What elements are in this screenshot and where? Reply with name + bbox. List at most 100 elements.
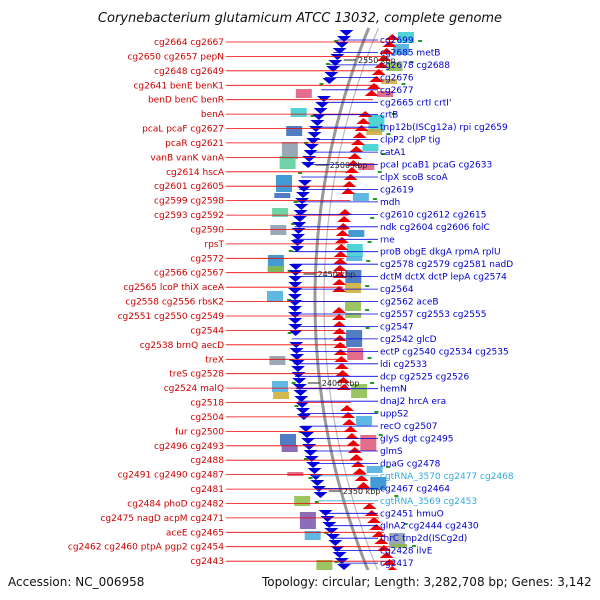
- feature-band: [366, 466, 383, 473]
- forward-gene-arrow: [334, 42, 349, 48]
- right-gene-label: cg2547: [380, 323, 414, 333]
- reverse-gene-arrow: [354, 125, 369, 131]
- feature-marker: [366, 260, 371, 262]
- forward-gene-arrow: [339, 30, 354, 36]
- reverse-gene-arrow: [338, 209, 352, 215]
- forward-gene-arrow: [288, 300, 302, 306]
- feature-band: [345, 283, 362, 293]
- left-gene-label: cg2650 cg2657 pepN: [127, 52, 224, 62]
- left-gene-label: cg2648 cg2649: [154, 67, 224, 77]
- feature-marker: [391, 113, 396, 115]
- reverse-gene-arrow: [334, 237, 349, 243]
- feature-marker: [370, 382, 375, 384]
- forward-gene-arrow: [290, 246, 304, 252]
- forward-gene-arrow: [292, 222, 307, 228]
- feature-marker: [386, 466, 391, 468]
- feature-band: [352, 193, 369, 201]
- feature-band: [381, 79, 398, 84]
- left-gene-label: cg2496 cg2493: [154, 442, 224, 452]
- feature-marker: [367, 357, 372, 359]
- feature-marker: [308, 477, 313, 479]
- reverse-gene-arrow: [352, 132, 367, 138]
- right-gene-label: cg2665 crtI crtI': [380, 98, 451, 108]
- feature-band: [274, 193, 291, 198]
- right-gene-label: recO cg2507: [380, 422, 438, 432]
- feature-band: [267, 266, 284, 272]
- right-gene-label: ldi cg2533: [380, 360, 427, 370]
- feature-marker: [374, 411, 379, 413]
- reverse-gene-arrow: [349, 454, 364, 460]
- reverse-gene-arrow: [332, 307, 346, 313]
- right-gene-label: cg2564: [380, 285, 414, 295]
- left-gene-label: cg2475 nagD acpM cg2471: [100, 514, 224, 524]
- reverse-gene-arrow: [342, 419, 357, 425]
- forward-gene-arrow: [310, 480, 325, 486]
- reverse-gene-arrow: [374, 538, 389, 544]
- reverse-gene-arrow: [343, 426, 358, 432]
- forward-gene-arrow: [322, 78, 337, 84]
- forward-gene-arrow: [313, 108, 328, 114]
- left-gene-label: cg2601 cg2605: [154, 182, 224, 192]
- topology-summary: Topology: circular; Length: 3,282,708 bp…: [261, 575, 592, 589]
- forward-gene-arrow: [302, 156, 317, 162]
- feature-band: [362, 144, 379, 151]
- right-gene-label: cg2610 cg2612 cg2615: [380, 210, 486, 220]
- forward-gene-arrow: [288, 264, 303, 270]
- reverse-gene-arrow: [351, 139, 365, 145]
- forward-gene-arrow: [324, 72, 339, 78]
- reverse-gene-arrow: [342, 181, 357, 187]
- feature-marker: [325, 63, 330, 65]
- feature-band: [368, 115, 385, 132]
- feature-band: [346, 256, 363, 261]
- feature-band: [281, 445, 298, 452]
- scale-tick-label: 2450 kbp: [318, 270, 356, 279]
- forward-gene-arrow: [306, 462, 321, 468]
- forward-gene-arrow: [310, 120, 325, 126]
- feature-band: [355, 416, 372, 426]
- left-gene-label: cg2566 cg2567: [154, 269, 224, 279]
- right-gene-label: cg2676: [380, 73, 414, 83]
- right-gene-label: cg2562 aceB: [380, 298, 439, 308]
- forward-gene-arrow: [307, 132, 322, 138]
- scale-tick-label: 2350 kbp: [343, 487, 381, 496]
- right-gene-label: cg2417: [380, 559, 414, 569]
- forward-gene-arrow: [304, 144, 319, 150]
- right-gene-label: mdh: [380, 198, 400, 208]
- left-gene-label: benA: [201, 110, 225, 120]
- reverse-gene-arrow: [371, 69, 386, 75]
- reverse-gene-arrow: [335, 370, 350, 376]
- right-gene-label: cg2451 hmuO: [380, 509, 444, 519]
- reverse-gene-arrow: [379, 48, 394, 54]
- scale-tick-label: 2500 kbp: [330, 161, 368, 170]
- right-gene-label: dnaG cg2478: [380, 460, 441, 470]
- right-gene-label: hemN: [380, 385, 407, 395]
- feature-marker: [378, 434, 383, 436]
- forward-gene-arrow: [301, 438, 316, 444]
- feature-marker: [334, 40, 339, 42]
- left-gene-label: benD benC benR: [148, 96, 224, 106]
- feature-band: [345, 313, 362, 318]
- forward-gene-arrow: [332, 48, 347, 54]
- forward-gene-arrow: [296, 408, 310, 414]
- feature-marker: [367, 241, 372, 243]
- reverse-gene-arrow: [344, 433, 359, 439]
- feature-marker: [418, 40, 423, 42]
- forward-gene-arrow: [288, 312, 303, 318]
- left-gene-label: treX: [205, 355, 224, 365]
- forward-gene-arrow: [294, 204, 309, 210]
- forward-gene-arrow: [324, 528, 339, 534]
- footer-backdrop: [0, 570, 600, 600]
- left-gene-label: aceE cg2465: [166, 528, 224, 538]
- feature-marker: [386, 133, 391, 135]
- forward-gene-arrow: [307, 468, 322, 474]
- right-gene-label: cgtRNA_3569 cg2453: [380, 497, 477, 507]
- left-gene-label: cg2593 cg2592: [154, 211, 224, 221]
- reverse-gene-arrow: [356, 118, 371, 124]
- feature-band: [370, 477, 387, 490]
- forward-gene-arrow: [297, 180, 312, 186]
- feature-marker: [298, 172, 303, 174]
- forward-gene-arrow: [302, 444, 317, 450]
- reverse-gene-arrow: [341, 188, 356, 194]
- right-gene-label: cg2619: [380, 186, 414, 196]
- forward-gene-arrow: [293, 210, 308, 216]
